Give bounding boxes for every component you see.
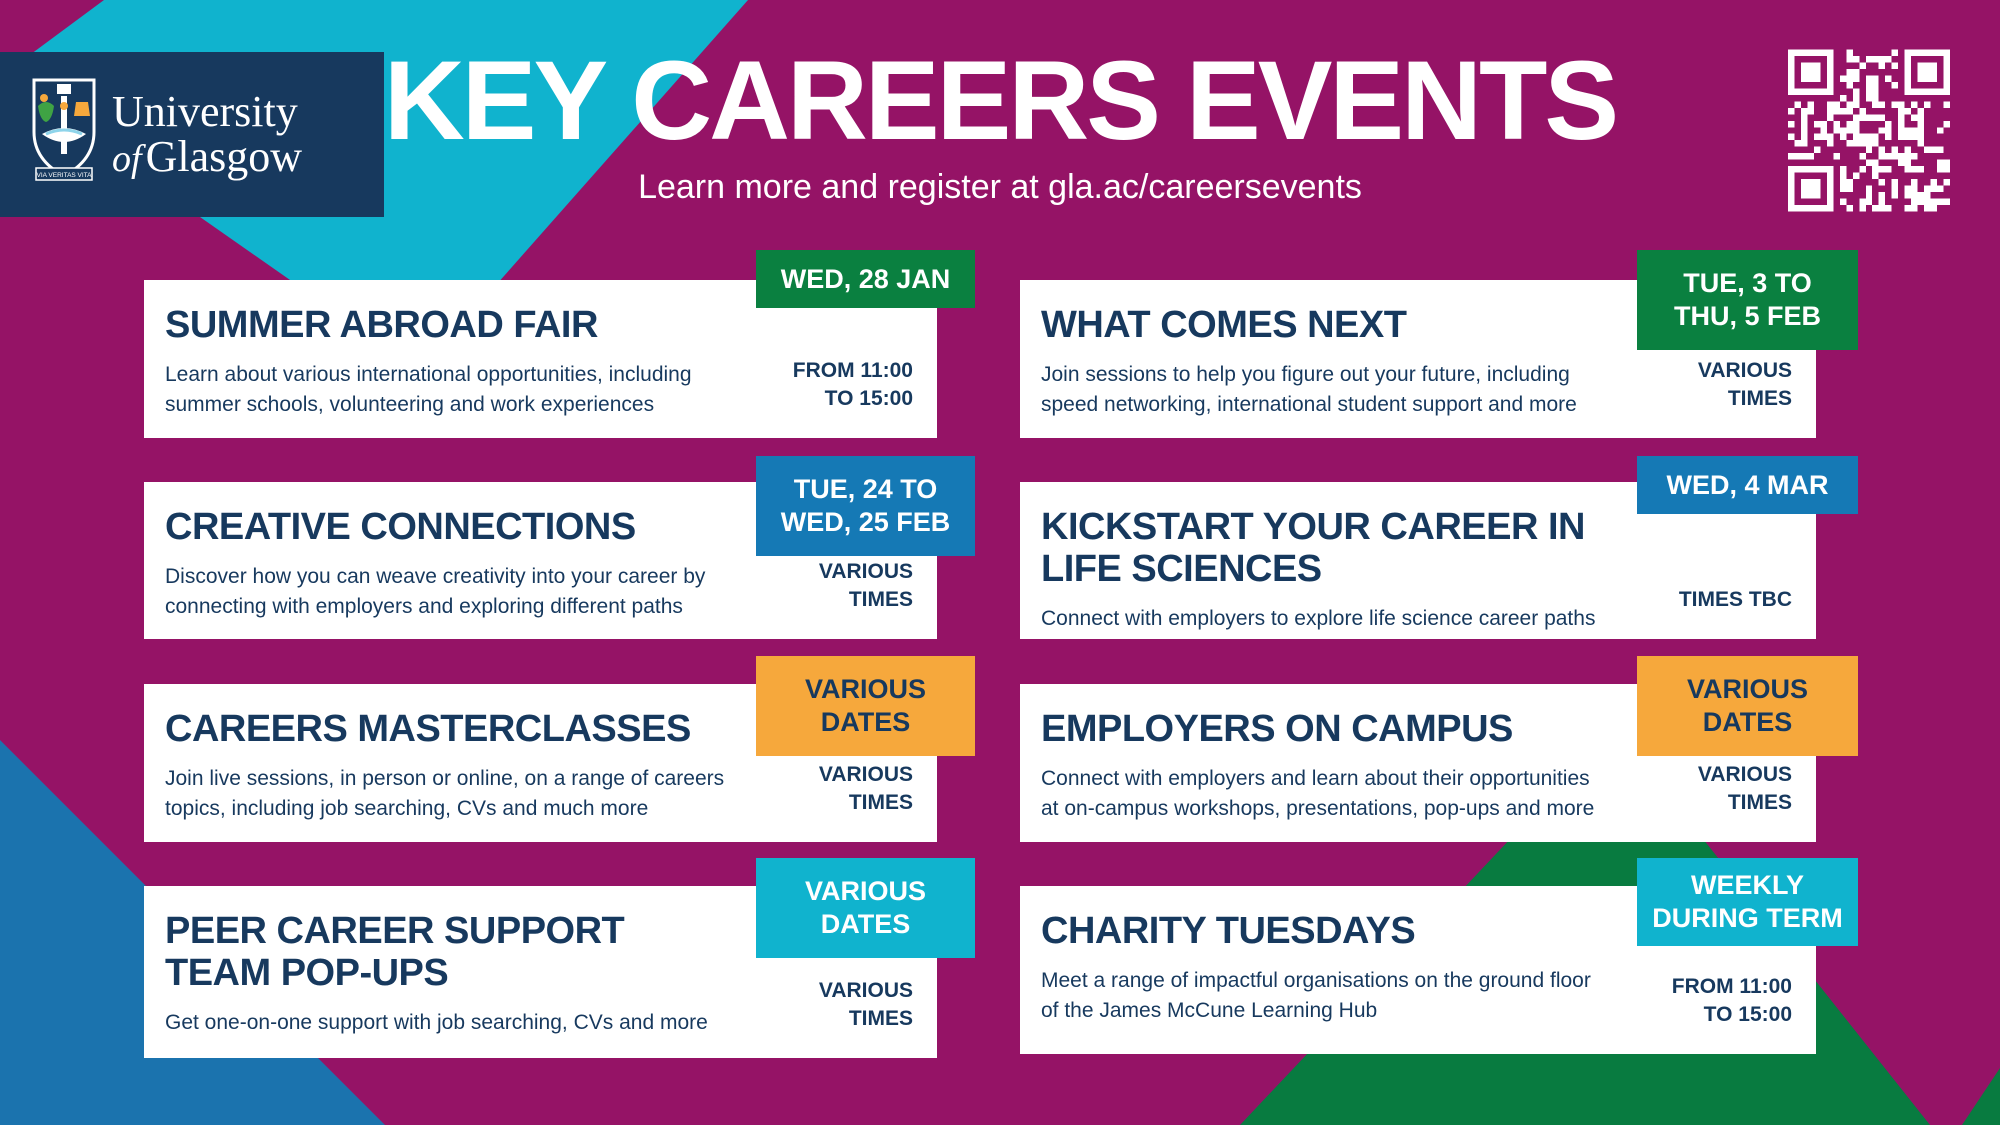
page-subtitle: Learn more and register at gla.ac/career… [638, 168, 1362, 206]
event-description: Meet a range of impactful organisations … [1041, 968, 1591, 1022]
qr-code [1788, 48, 1950, 213]
event-description: Join sessions to help you figure out you… [1041, 362, 1577, 416]
event-title: CREATIVE CONNECTIONS [165, 506, 636, 548]
event-description: Connect with employers to explore life s… [1041, 606, 1596, 630]
event-title: SUMMER ABROAD FAIR [165, 304, 598, 346]
event-description: Get one-on-one support with job searchin… [165, 1010, 708, 1034]
event-time: VARIOUS TIMES [818, 560, 913, 611]
date-badge: VARIOUS DATES [1637, 656, 1858, 756]
date-badge: TUE, 3 TO THU, 5 FEB [1637, 250, 1858, 350]
event-description: Join live sessions, in person or online,… [165, 766, 725, 820]
event-time: FROM 11:00 TO 15:00 [792, 359, 913, 410]
svg-text:VIA VERITAS VITA: VIA VERITAS VITA [36, 172, 92, 179]
event-title: WHAT COMES NEXT [1041, 304, 1407, 346]
date-badge: VARIOUS DATES [756, 858, 975, 958]
event-time: VARIOUS TIMES [818, 763, 913, 814]
event-time: VARIOUS TIMES [818, 979, 913, 1030]
date-badge: WED, 28 JAN [756, 250, 975, 308]
page-title: KEY CAREERS EVENTS [383, 38, 1619, 163]
university-crest-icon: VIA VERITAS VITA [30, 76, 98, 193]
date-badge: TUE, 24 TO WED, 25 FEB [756, 456, 975, 556]
event-time: FROM 11:00 TO 15:00 [1671, 975, 1792, 1026]
event-time: VARIOUS TIMES [1697, 359, 1792, 410]
event-time: TIMES TBC [1678, 587, 1792, 611]
event-description: Discover how you can weave creativity in… [165, 564, 706, 618]
date-badge: WEEKLY DURING TERM [1637, 858, 1858, 946]
event-title: KICKSTART YOUR CAREER IN LIFE SCIENCES [1041, 506, 1585, 590]
date-badge: WED, 4 MAR [1637, 456, 1858, 514]
event-description: Learn about various international opport… [165, 362, 692, 416]
event-time: VARIOUS TIMES [1697, 763, 1792, 814]
date-badge: VARIOUS DATES [756, 656, 975, 756]
logo-line-2: ofGlasgow [112, 131, 302, 181]
university-logo: VIA VERITAS VITA University ofGlasgow [0, 52, 384, 217]
event-description: Connect with employers and learn about t… [1041, 766, 1595, 820]
logo-line-1: University [112, 86, 298, 136]
university-logo-text: University ofGlasgow [112, 86, 302, 181]
